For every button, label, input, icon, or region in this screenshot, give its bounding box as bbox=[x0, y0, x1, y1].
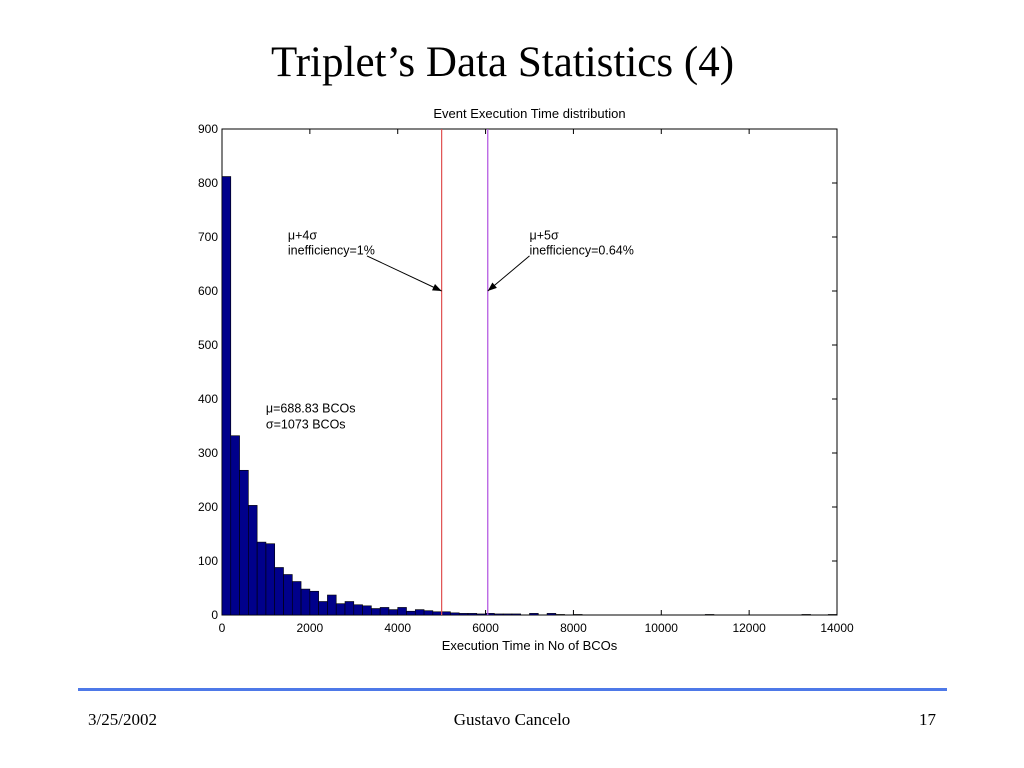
mu5-inefficiency-label: inefficiency=0.64% bbox=[530, 244, 634, 258]
histogram-bar bbox=[827, 614, 838, 616]
mu5-arrow-head bbox=[487, 282, 497, 291]
histogram-bar bbox=[274, 567, 284, 616]
histogram-bar bbox=[300, 588, 311, 616]
x-tick-label: 6000 bbox=[472, 621, 499, 635]
histogram-bar bbox=[318, 601, 328, 616]
slide-title: Triplet’s Data Statistics (4) bbox=[270, 39, 735, 86]
histogram-bar bbox=[309, 590, 319, 616]
y-tick-label: 200 bbox=[198, 500, 218, 514]
x-tick-label: 4000 bbox=[384, 621, 411, 635]
x-tick-label: 10000 bbox=[645, 621, 679, 635]
mu4-annotation-label: μ+4σ bbox=[288, 229, 317, 243]
histogram-bar bbox=[239, 469, 249, 616]
histogram-bar bbox=[397, 607, 407, 616]
y-tick-label: 500 bbox=[198, 338, 218, 352]
histogram-bar bbox=[248, 505, 258, 616]
footer-divider bbox=[78, 688, 947, 691]
histogram-bar bbox=[704, 614, 715, 616]
vertical-lines-layer bbox=[441, 129, 489, 615]
x-tick-label: 2000 bbox=[297, 621, 324, 635]
y-tick-label: 100 bbox=[198, 554, 218, 568]
histogram-bar bbox=[476, 613, 486, 616]
histogram-bar bbox=[335, 603, 346, 616]
histogram-bar bbox=[441, 611, 451, 616]
histogram-bar bbox=[494, 613, 504, 616]
x-tick-label: 12000 bbox=[732, 621, 766, 635]
histogram-bar bbox=[291, 581, 302, 616]
y-tick-label: 300 bbox=[198, 446, 218, 460]
y-tick-label: 0 bbox=[211, 608, 218, 622]
y-tick-label: 700 bbox=[198, 230, 218, 244]
x-tick-label: 14000 bbox=[820, 621, 854, 635]
histogram-bar bbox=[485, 613, 495, 616]
mean-stat-label: μ=688.83 BCOs bbox=[266, 402, 356, 416]
plot-frame bbox=[221, 128, 838, 616]
x-tick-label: 0 bbox=[219, 621, 226, 635]
sigma-stat-label: σ=1073 BCOs bbox=[266, 418, 346, 432]
mu4-inefficiency-label: inefficiency=1% bbox=[288, 244, 375, 258]
histogram-bar bbox=[502, 613, 513, 616]
footer-author: Gustavo Cancelo bbox=[453, 710, 571, 729]
y-tick-label: 600 bbox=[198, 284, 218, 298]
histogram-bar bbox=[801, 614, 811, 616]
histogram-bar bbox=[432, 611, 442, 616]
axes-layer: 0 100 200 300 400 500 600 700 800 900 0 2000 4000 600… bbox=[198, 122, 854, 635]
histogram-bar bbox=[467, 613, 478, 616]
histogram-bar bbox=[379, 607, 390, 616]
footer-date: 3/25/2002 bbox=[88, 710, 157, 729]
chart-title: Event Execution Time distribution bbox=[433, 106, 625, 121]
histogram-bar bbox=[256, 541, 267, 616]
histogram-bar bbox=[414, 609, 425, 616]
bars-layer bbox=[221, 176, 838, 616]
mu4-arrow-shaft bbox=[366, 255, 442, 292]
histogram-bar bbox=[423, 610, 434, 616]
mu5-arrow-shaft bbox=[487, 255, 530, 292]
footer-page-number: 17 bbox=[919, 710, 936, 729]
y-tick-label: 800 bbox=[198, 176, 218, 190]
y-tick-label: 400 bbox=[198, 392, 218, 406]
histogram-bar bbox=[555, 614, 565, 616]
histogram-bar bbox=[406, 610, 416, 616]
histogram-bar bbox=[230, 435, 240, 616]
x-tick-label: 8000 bbox=[560, 621, 587, 635]
histogram-bar bbox=[353, 604, 363, 616]
y-tick-label: 900 bbox=[198, 122, 218, 136]
histogram-bar bbox=[458, 613, 469, 616]
annotations-layer: μ+4σ inefficiency=1% μ+5σ inefficiency=0… bbox=[266, 229, 634, 432]
histogram-bar bbox=[573, 614, 583, 616]
histogram-bar bbox=[327, 594, 337, 616]
histogram-bar bbox=[388, 609, 399, 616]
histogram-bar bbox=[450, 612, 460, 616]
mu4-arrow-head bbox=[432, 284, 442, 291]
histogram-bar bbox=[283, 574, 293, 616]
histogram-bar bbox=[362, 605, 372, 616]
histogram-bar bbox=[546, 613, 557, 616]
histogram-bar bbox=[511, 613, 522, 616]
histogram-bar bbox=[529, 613, 539, 616]
histogram-bar bbox=[265, 543, 276, 616]
histogram-bar bbox=[221, 176, 232, 616]
x-axis-label: Execution Time in No of BCOs bbox=[442, 638, 618, 653]
histogram-bar bbox=[371, 608, 381, 616]
mu5-annotation-label: μ+5σ bbox=[530, 229, 559, 243]
histogram-bar bbox=[344, 601, 355, 616]
